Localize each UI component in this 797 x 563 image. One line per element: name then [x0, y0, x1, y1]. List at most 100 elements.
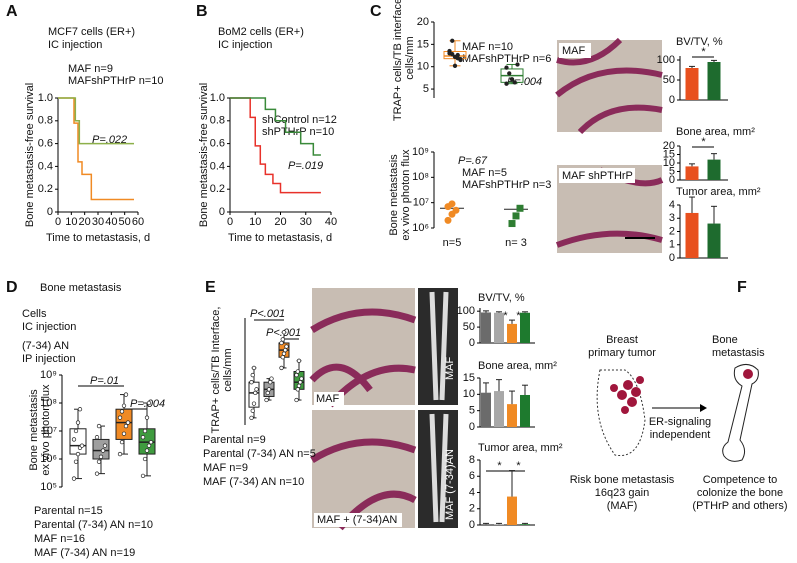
- point: [253, 390, 258, 396]
- point: [447, 51, 452, 56]
- y-tick-label: 6: [469, 470, 475, 482]
- point: [279, 365, 284, 371]
- chart-title: Bone metastasis: [40, 282, 122, 294]
- chart-title: Bone area, mm²: [676, 126, 755, 138]
- diagram-label: Competence to: [703, 474, 778, 486]
- y-tick-label: 20: [417, 16, 429, 28]
- x-tick-label: n= 3: [505, 237, 527, 249]
- point: [117, 415, 123, 420]
- x-axis-label: Time to metastasis, d: [228, 232, 332, 244]
- y-tick-label: 0.2: [38, 183, 53, 195]
- point: [125, 420, 131, 425]
- legend-label: Parental n=9: [203, 434, 266, 446]
- bar: [520, 524, 530, 525]
- bar: [481, 524, 491, 525]
- bar: [494, 391, 504, 427]
- legend-label: MAF (7-34) AN n=19: [34, 547, 135, 559]
- bar: [507, 404, 517, 427]
- panel-letter: C: [370, 3, 382, 20]
- legend-label: MAFshPTHrP n=3: [462, 179, 551, 191]
- arrow-head: [700, 404, 707, 412]
- x-tick-label: 0: [227, 216, 233, 228]
- legend-label: MAF n=9: [203, 462, 248, 474]
- box: [69, 428, 87, 455]
- y-tick-label: 10⁸: [412, 171, 429, 183]
- legend-label: MAF n=9: [68, 63, 113, 75]
- diagram-label: Breast: [606, 334, 638, 346]
- bar: [685, 212, 699, 258]
- point: [281, 330, 287, 335]
- y-axis-label: Bone metastasis: [28, 389, 40, 471]
- y-tick-label: 20: [663, 140, 675, 152]
- diagram-label: independent: [650, 429, 711, 441]
- y-tick-label: 10⁷: [41, 425, 57, 437]
- photo-label: MAF: [316, 393, 340, 405]
- legend-label: Parental n=15: [34, 505, 103, 517]
- point: [98, 454, 104, 459]
- point: [455, 52, 460, 58]
- y-tick-label: 10⁹: [412, 146, 429, 158]
- survival-line: [230, 97, 321, 194]
- y-tick-label: 0.8: [210, 115, 225, 127]
- point: [284, 344, 289, 349]
- y-tick-label: 1: [669, 239, 675, 251]
- y-tick-label: 0: [469, 337, 475, 349]
- point: [508, 220, 516, 228]
- y-tick-label: 1.0: [38, 92, 53, 104]
- point: [254, 387, 259, 392]
- bar: [481, 312, 491, 343]
- y-tick-label: 0.4: [210, 160, 225, 172]
- point: [140, 473, 146, 479]
- panel-letter: A: [6, 3, 18, 20]
- y-tick-label: 0.6: [38, 138, 53, 150]
- point: [251, 401, 257, 406]
- y-tick-label: 0: [219, 206, 225, 218]
- point: [102, 443, 108, 448]
- point: [123, 392, 129, 397]
- bar: [494, 524, 504, 525]
- legend-label: MAFshPTHrP n=6: [462, 53, 551, 65]
- bar: [507, 496, 517, 525]
- point: [119, 439, 125, 445]
- legend-label: Parental (7-34) AN n=10: [34, 519, 153, 531]
- note: (7-34) AN: [22, 340, 69, 352]
- chart-title: BoM2 cells (ER+): [218, 26, 304, 38]
- bar: [520, 312, 530, 343]
- point: [294, 397, 299, 403]
- point: [144, 415, 150, 420]
- diagram-label: (MAF): [607, 500, 638, 512]
- photo-label: MAF: [562, 45, 586, 57]
- y-tick-label: 4: [669, 199, 675, 211]
- xray-label: MAF (7-34)AN: [444, 449, 456, 520]
- tumor-cells: [610, 376, 644, 414]
- x-tick-label: n=5: [443, 237, 462, 249]
- legend-label: Parental (7-34) AN n=5: [203, 448, 316, 460]
- panel-letter: D: [6, 279, 18, 296]
- point: [249, 415, 254, 421]
- point: [71, 476, 77, 481]
- panel-letter: B: [196, 3, 208, 20]
- point: [148, 439, 154, 445]
- y-tick-label: 4: [469, 486, 475, 498]
- xray-bone: [429, 291, 449, 401]
- point: [250, 408, 255, 413]
- y-tick-label: 0.8: [38, 115, 53, 127]
- y-tick-label: 15: [417, 38, 429, 50]
- point: [283, 347, 288, 353]
- point: [250, 372, 255, 378]
- point: [298, 380, 303, 385]
- photo-label: MAF shPTHrP: [562, 170, 633, 182]
- point: [121, 431, 127, 436]
- point: [96, 459, 102, 464]
- bar: [707, 159, 721, 180]
- point: [71, 437, 77, 442]
- y-tick-label: 10: [417, 61, 429, 73]
- xray: [418, 410, 458, 528]
- point: [142, 428, 148, 434]
- point: [265, 390, 270, 396]
- annotation: P<.001: [250, 308, 285, 320]
- annotation: *: [516, 310, 521, 322]
- survival-line: [58, 97, 134, 145]
- chart-title: BV/TV, %: [676, 36, 723, 48]
- y-axis-label: ex vivo photon flux: [400, 149, 412, 241]
